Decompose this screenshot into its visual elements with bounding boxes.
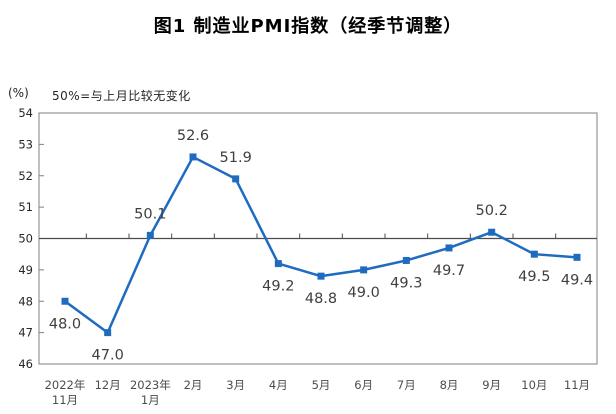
y-axis-label: 52 [18,169,33,183]
data-point-label: 49.7 [433,263,465,279]
data-point-label: 49.3 [390,275,422,291]
x-axis-label: 9月 [482,378,501,392]
x-axis-label: 8月 [440,378,459,392]
y-axis-unit-label: (%) [8,86,29,100]
x-axis-label: 6月 [354,378,373,392]
data-point-label: 47.0 [92,348,124,364]
data-point-marker [61,297,69,305]
data-point-marker [573,253,581,261]
x-axis-label: 7月 [397,378,416,392]
y-axis-label: 47 [18,326,33,340]
x-axis-label: 2月 [184,378,203,392]
data-point-label: 49.4 [561,272,593,288]
y-axis-label: 50 [18,232,33,246]
x-axis-label: 5月 [312,378,331,392]
data-point-marker [402,256,410,264]
data-point-label: 49.0 [348,285,380,301]
data-point-label: 49.2 [262,279,294,295]
data-point-marker [488,228,496,236]
data-point-label: 51.9 [220,150,252,166]
chart-title: 图1 制造业PMI指数（经季节调整） [153,16,463,37]
data-point-marker [274,260,282,268]
data-point-label: 49.5 [518,269,550,285]
data-point-label: 52.6 [177,128,209,144]
x-axis-label: 4月 [269,378,288,392]
y-axis-label: 46 [18,357,33,371]
y-axis-label: 49 [18,263,33,277]
data-point-marker [146,231,154,239]
y-axis-label: 53 [18,137,33,151]
y-axis-label: 48 [18,294,33,308]
x-axis-label: 11月 [564,378,590,392]
x-axis-label: 3月 [226,378,245,392]
data-point-marker [445,244,453,252]
data-point-marker [360,266,368,274]
y-axis-label: 54 [18,106,33,120]
data-point-label: 50.1 [134,206,166,222]
x-axis-label: 10月 [521,378,547,392]
data-point-marker [104,329,112,337]
reference-line-note: 50%=与上月比较无变化 [52,89,191,103]
data-point-label: 48.0 [49,316,81,332]
data-point-label: 50.2 [476,203,508,219]
data-point-label: 48.8 [305,291,337,307]
x-axis-label: 2023年 1月 [130,378,171,407]
y-axis-label: 51 [18,200,33,214]
x-axis-label: 2022年 11月 [45,378,86,407]
x-axis-label: 12月 [95,378,121,392]
data-point-marker [189,153,197,161]
data-point-marker [232,175,240,183]
data-point-marker [317,272,325,280]
data-point-marker [530,250,538,258]
